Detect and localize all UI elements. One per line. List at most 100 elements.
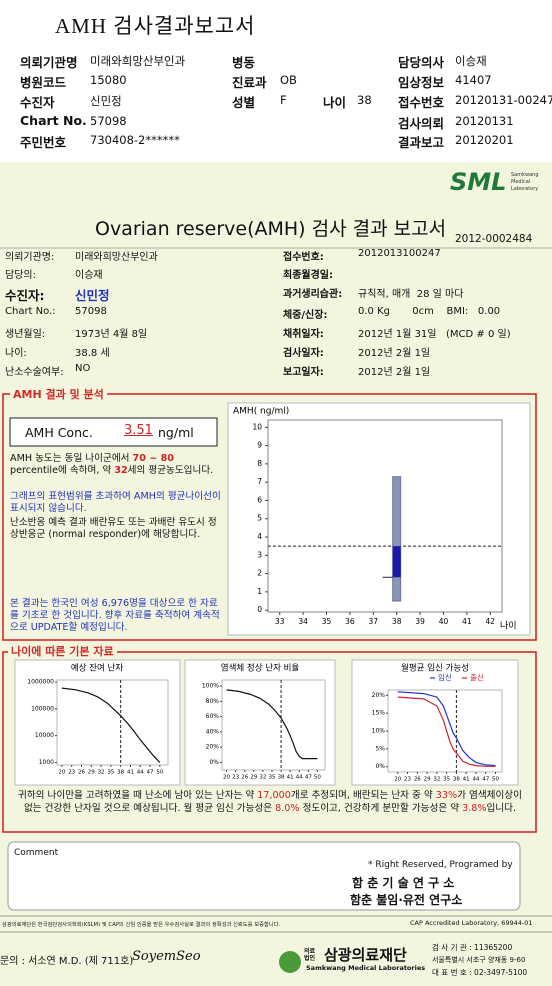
field-label: 접수번호	[398, 95, 445, 110]
info-value: 57098	[75, 306, 107, 317]
info-label: 접수번호:	[283, 252, 324, 263]
x-tick-label: 23	[68, 770, 75, 776]
report-title: Ovarian reserve(AMH) 검사 결과 보고서	[95, 218, 447, 240]
text: percentile에 속하며, 약	[10, 465, 115, 476]
info-value: 0.0 Kg 0cm BMI: 0.00	[358, 306, 501, 317]
text: AMH 농도는 동일 나이군에서	[10, 453, 133, 464]
line	[226, 689, 318, 760]
y-tick-label: 7	[257, 477, 262, 486]
chart-title: 염색체 정상 난자 비율	[221, 663, 300, 674]
x-tick-label: 35	[268, 775, 275, 781]
info-value: 2012013100247	[358, 248, 441, 259]
signature: SoyemSeo	[132, 949, 201, 964]
info-value: 1973년 4월 8일	[75, 329, 148, 340]
plot-frame	[221, 679, 326, 771]
x-tick-label: 26	[78, 770, 85, 776]
x-tick-label: 37	[369, 617, 379, 626]
y-tick-label: 60%	[206, 713, 220, 720]
legend-label: 임신	[438, 673, 452, 682]
chart-title: 월평균 임신 가능성	[401, 663, 469, 674]
x-tick-label: 44	[472, 777, 479, 783]
info-label: 채취일자:	[283, 329, 324, 340]
field-label: 주민번호	[20, 135, 67, 150]
y-tick-label: 5%	[375, 745, 385, 752]
x-tick-label: 41	[463, 777, 470, 783]
x-tick-label: 38	[453, 777, 460, 783]
text: 귀하의 나이만을 고려하였을 때 난소에 남아 있는 난자는 약	[18, 790, 258, 801]
x-tick-label: 47	[482, 777, 489, 783]
credit: 함춘 불임·유전 연구소	[350, 893, 463, 907]
y-tick-label: 80%	[206, 698, 220, 705]
amh-chart-bg	[227, 402, 531, 636]
field-value: 20120131	[455, 114, 514, 128]
comment-box	[7, 841, 521, 911]
field-value: OB	[280, 73, 297, 87]
y-tick-label: 10000	[35, 732, 54, 739]
box-bar	[392, 546, 401, 578]
range-bar	[392, 476, 402, 602]
x-tick-label: 50	[314, 775, 321, 781]
highlight: 8.0%	[275, 803, 300, 814]
text: 정도이고, 건강하게 분만할 가능성은 약	[299, 803, 463, 814]
y-tick-label: 9	[257, 441, 262, 450]
summary: 귀하의 나이만을 고려하였을 때 난소에 남아 있는 난자는 약 17,000개…	[14, 789, 526, 815]
org-prefix: 의료법인	[304, 948, 316, 962]
cap: CAP Accredited Laboratory, 69944-01	[410, 919, 533, 927]
org-line: 서울특별시 서초구 양재동 9-60	[432, 956, 526, 964]
x-tick-label: 20	[394, 777, 401, 783]
legend-label: 출산	[470, 672, 484, 682]
y-tick-label: 0	[257, 605, 262, 614]
field-label: 의뢰기관명	[20, 55, 78, 70]
info-label: 난소수술여부:	[5, 367, 64, 378]
x-tick-label: 29	[250, 775, 257, 781]
x-tick-label: 20	[223, 775, 230, 781]
x-tick-label: 41	[127, 770, 134, 776]
y-tick-label: 6	[257, 495, 262, 504]
field-value: 38	[357, 93, 372, 107]
x-tick-label: 35	[322, 617, 332, 626]
field-label: 진료과	[232, 75, 267, 90]
y-tick-label: 40%	[206, 728, 220, 735]
line	[397, 696, 496, 767]
x-tick-label: 50	[156, 770, 163, 776]
response-note: 난소반응 예측 결과 배란유도 또는 과배란 유도시 정상반응군 (normal…	[10, 517, 217, 540]
credit: 함 춘 기 술 연 구 소	[352, 876, 455, 890]
x-tick-label: 32	[433, 777, 440, 783]
field-value: 20120131-00247	[455, 93, 552, 107]
x-tick-label: 47	[305, 775, 312, 781]
info-value: 38.8 세	[75, 348, 110, 359]
x-tick-label: 38	[117, 770, 124, 776]
x-tick-label: 40	[439, 617, 449, 626]
x-tick-label: 38	[392, 617, 402, 626]
y-tick-label: 10%	[372, 728, 386, 735]
amh-frame	[2, 393, 537, 641]
report-number: 2012-0002484	[455, 233, 533, 245]
y-tick-label: 20%	[206, 744, 220, 751]
info-label: 보고일자:	[283, 367, 324, 378]
info-value: NO	[75, 363, 91, 374]
x-tick-label: 41	[462, 617, 472, 626]
info-label: 과거생리습관:	[283, 289, 343, 300]
org-en: Samkwang Medical Laboratories	[306, 964, 426, 972]
x-tick-label: 32	[259, 775, 266, 781]
field-value: 신민정	[90, 94, 122, 108]
field-label: 나이	[323, 95, 347, 110]
x-tick-label: 41	[287, 775, 294, 781]
y-tick-label: 100000	[31, 705, 54, 712]
org-line: 검 사 기 관 : 11365200	[432, 943, 513, 952]
x-tick-label: 23	[404, 777, 411, 783]
x-tick-label: 36	[345, 617, 355, 626]
info-label: 나이:	[5, 348, 27, 359]
x-tick-label: 33	[275, 617, 285, 626]
data-note: 본 결과는 한국인 여성 6,976명을 대상으로 한 자료를 기초로 한 것입…	[10, 598, 220, 633]
field-value: 57098	[90, 114, 127, 128]
info-value: 2012년 1월 31일 (MCD # 0 일)	[358, 329, 511, 340]
field-value: 730408-2******	[90, 133, 180, 147]
y-tick-label: 0%	[375, 763, 385, 770]
text: 가 염색체이상이 없는 건강한 난자일 것으로 예상됩니다. 월 평균 임신 가…	[23, 790, 522, 814]
conc-value: 3.51	[124, 423, 153, 438]
field-label: 담당의사	[398, 55, 445, 70]
info-label: 최종월경일:	[283, 270, 333, 281]
